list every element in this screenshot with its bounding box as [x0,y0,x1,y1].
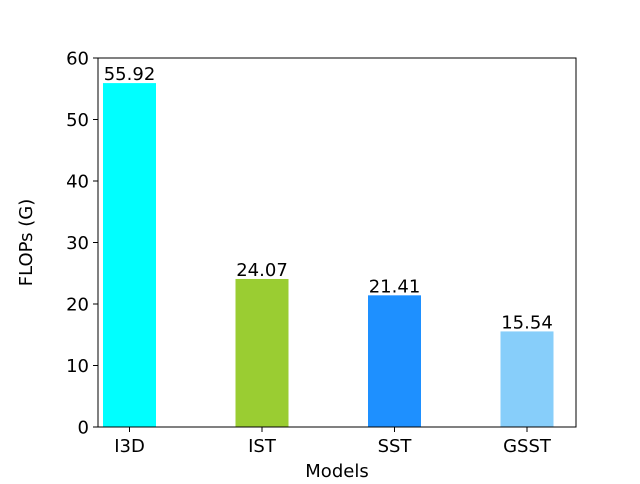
y-tick-label-40: 40 [66,172,89,193]
x-tick-label-ist: IST [248,436,277,457]
y-tick-label-20: 20 [66,295,89,316]
bars-layer [103,83,554,427]
value-labels-layer: 55.92 24.07 21.41 15.54 [104,64,553,333]
y-tick-label-50: 50 [66,110,89,131]
bar-sst [368,295,421,427]
data-label-ist: 24.07 [236,260,288,281]
y-tick-label-30: 30 [66,233,89,254]
data-label-i3d: 55.92 [104,64,156,85]
y-tick-label-0: 0 [78,418,89,439]
y-tick-label-10: 10 [66,356,89,377]
x-tick-label-gsst: GSST [503,436,552,457]
bar-gsst [500,331,554,427]
x-axis-title: Models [305,461,368,480]
bar-ist [235,278,289,427]
x-axis: I3D IST SST GSST [114,427,552,457]
y-axis: 0 10 20 30 40 50 60 [66,49,98,439]
x-tick-label-sst: SST [378,436,413,457]
data-label-sst: 21.41 [369,276,421,297]
bar-i3d [103,83,156,427]
y-tick-label-60: 60 [66,49,89,70]
y-axis-title: FLOPs (G) [16,199,37,287]
x-tick-label-i3d: I3D [114,436,145,457]
data-label-gsst: 15.54 [501,312,553,333]
